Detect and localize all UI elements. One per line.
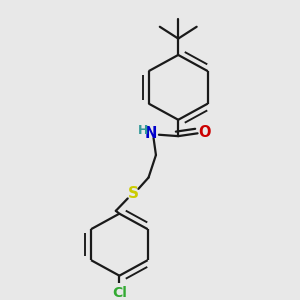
- Text: S: S: [128, 186, 139, 201]
- Text: O: O: [199, 125, 211, 140]
- Text: Cl: Cl: [112, 286, 127, 300]
- Text: H: H: [137, 124, 148, 137]
- Text: N: N: [144, 126, 157, 141]
